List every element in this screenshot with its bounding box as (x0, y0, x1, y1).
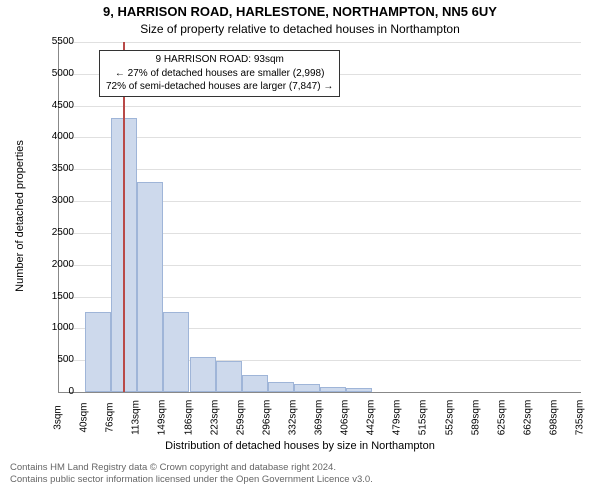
y-tick-label: 500 (34, 354, 74, 365)
x-tick-label: 406sqm (340, 398, 351, 438)
histogram-bar (346, 388, 372, 392)
y-axis-label: Number of detached properties (14, 136, 26, 296)
histogram-bar (85, 312, 111, 392)
y-tick-label: 4500 (34, 100, 74, 111)
footer-line-2: Contains public sector information licen… (10, 474, 373, 486)
chart-subtitle: Size of property relative to detached ho… (0, 22, 600, 36)
x-tick-label: 552sqm (444, 398, 455, 438)
histogram-bar (268, 382, 294, 392)
footer-text: Contains HM Land Registry data © Crown c… (10, 462, 373, 487)
annotation-line-1: 9 HARRISON ROAD: 93sqm (106, 53, 333, 67)
annotation-box: 9 HARRISON ROAD: 93sqm ← 27% of detached… (99, 50, 340, 97)
x-tick-label: 625sqm (496, 398, 507, 438)
x-tick-label: 369sqm (314, 398, 325, 438)
x-tick-label: 113sqm (131, 398, 142, 438)
x-tick-label: 735sqm (575, 398, 586, 438)
histogram-bar (216, 361, 242, 392)
x-tick-label: 662sqm (522, 398, 533, 438)
x-tick-label: 442sqm (366, 398, 377, 438)
histogram-bar (190, 357, 216, 392)
histogram-bar (294, 384, 320, 392)
x-tick-label: 3sqm (53, 398, 64, 438)
y-tick-label: 2000 (34, 259, 74, 270)
x-tick-label: 479sqm (392, 398, 403, 438)
histogram-bar (163, 312, 189, 392)
x-tick-label: 332sqm (287, 398, 298, 438)
y-tick-label: 0 (34, 386, 74, 397)
y-tick-label: 5000 (34, 68, 74, 79)
x-tick-label: 515sqm (418, 398, 429, 438)
footer-line-1: Contains HM Land Registry data © Crown c… (10, 462, 373, 474)
x-axis-label: Distribution of detached houses by size … (0, 440, 600, 452)
chart-title: 9, HARRISON ROAD, HARLESTONE, NORTHAMPTO… (0, 4, 600, 19)
y-tick-label: 5500 (34, 36, 74, 47)
gridline (59, 42, 581, 43)
histogram-bar (242, 375, 268, 392)
x-tick-label: 149sqm (157, 398, 168, 438)
annotation-line-2: ← 27% of detached houses are smaller (2,… (106, 67, 333, 81)
x-tick-label: 40sqm (79, 398, 90, 438)
y-tick-label: 4000 (34, 131, 74, 142)
gridline (59, 169, 581, 170)
y-tick-label: 3500 (34, 163, 74, 174)
annotation-line-3: 72% of semi-detached houses are larger (… (106, 80, 333, 94)
plot-area: 9 HARRISON ROAD: 93sqm ← 27% of detached… (58, 42, 581, 393)
y-tick-label: 1000 (34, 322, 74, 333)
x-tick-label: 259sqm (235, 398, 246, 438)
y-tick-label: 3000 (34, 195, 74, 206)
gridline (59, 106, 581, 107)
gridline (59, 137, 581, 138)
x-tick-label: 698sqm (548, 398, 559, 438)
y-tick-label: 2500 (34, 227, 74, 238)
x-tick-label: 223sqm (209, 398, 220, 438)
x-tick-label: 76sqm (105, 398, 116, 438)
x-tick-label: 589sqm (470, 398, 481, 438)
x-tick-label: 186sqm (183, 398, 194, 438)
x-tick-label: 296sqm (261, 398, 272, 438)
y-tick-label: 1500 (34, 291, 74, 302)
histogram-bar (320, 387, 346, 392)
chart-container: 9, HARRISON ROAD, HARLESTONE, NORTHAMPTO… (0, 0, 600, 500)
histogram-bar (137, 182, 163, 392)
